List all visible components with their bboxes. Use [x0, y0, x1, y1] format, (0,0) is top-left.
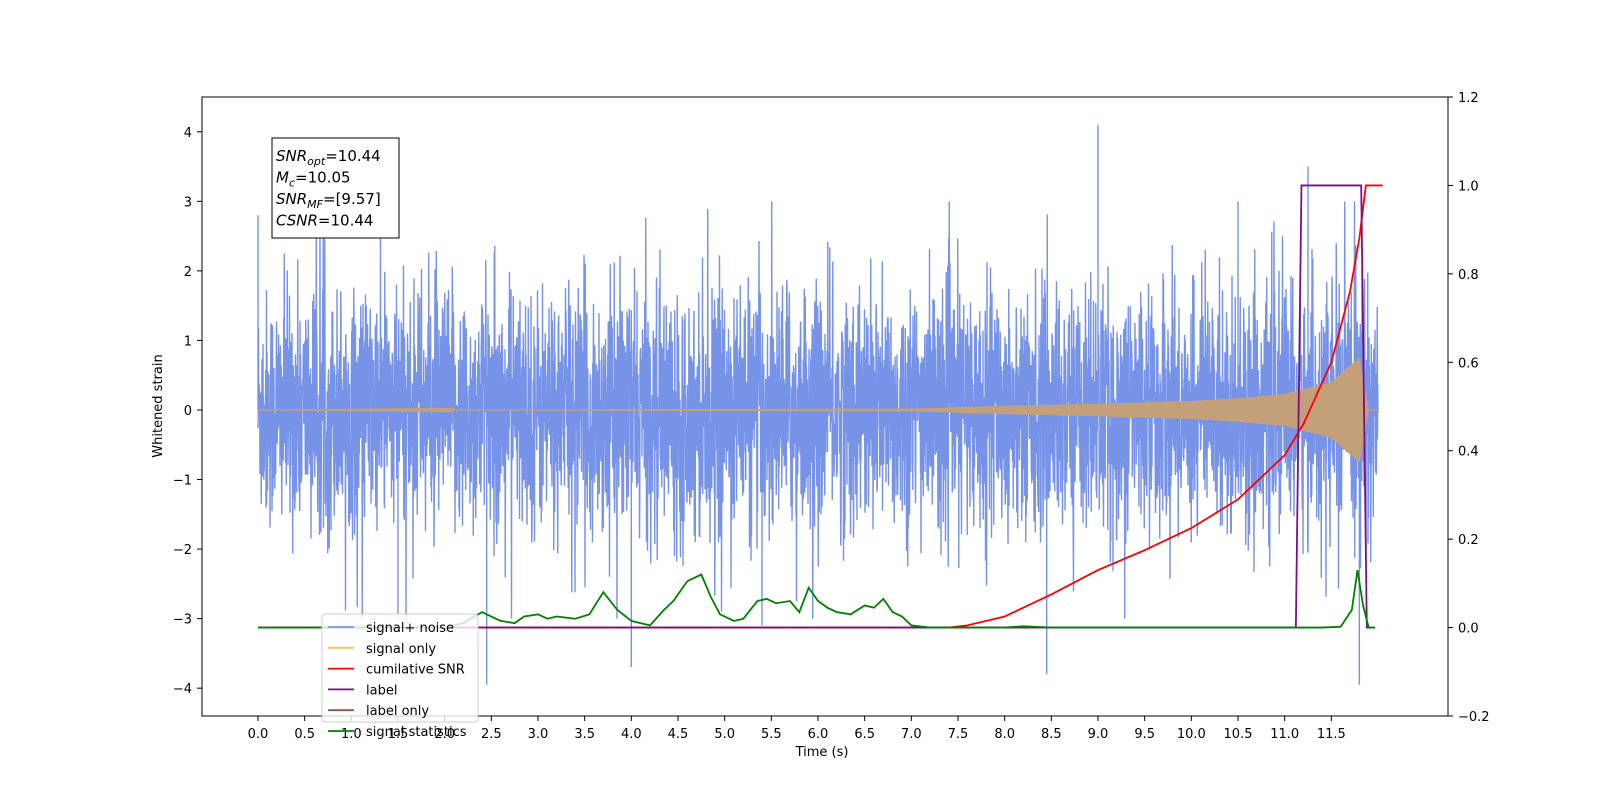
y-tick-label-right: 0.2 — [1458, 533, 1479, 548]
series-line-signal-statistics — [258, 569, 1376, 629]
series-lines — [258, 184, 1383, 629]
x-tick-label: 2.5 — [481, 727, 502, 742]
annotation-line: SNRopt=10.44 — [276, 147, 381, 168]
x-axis-label: Time (s) — [795, 745, 849, 760]
legend-label: label only — [366, 704, 429, 719]
legend: signal+ noise signal only cumilative SNR la… — [321, 613, 479, 740]
x-tick-label: 1.0 — [341, 727, 362, 742]
y-tick-label-right: 0.8 — [1458, 268, 1479, 283]
legend-label: signal+ noise — [366, 621, 454, 636]
x-tick-label: 0.5 — [294, 727, 315, 742]
annotation-line: CSNR=10.44 — [276, 212, 373, 230]
series-line-signal-only — [258, 358, 1378, 463]
x-tick-label: 0.0 — [248, 727, 269, 742]
x-tick-label: 4.0 — [621, 727, 642, 742]
annotation-box — [271, 137, 400, 239]
x-tick-label: 6.0 — [808, 727, 829, 742]
legend-box — [321, 613, 479, 723]
y-tick-label-left: 0 — [184, 404, 192, 419]
y-tick-label-right: 0.0 — [1458, 622, 1479, 637]
annotation-line: SNRMF=[9.57] — [276, 190, 381, 211]
x-tick-label: 3.0 — [528, 727, 549, 742]
y-tick-label-right: 1.2 — [1458, 91, 1479, 106]
y-tick-label-left: 4 — [184, 126, 192, 141]
x-tick-label: 10.0 — [1177, 727, 1206, 742]
x-tick-label: 9.5 — [1134, 727, 1155, 742]
y-tick-label-left: −2 — [173, 543, 192, 558]
axes: 0.0 0.5 1.0 1.5 2.0 2.5 3.0 3.5 4.0 4.5 5.0 5.5 6.0 6… — [173, 91, 1490, 742]
series-line-signal-noise — [257, 124, 1379, 685]
plot-frame — [201, 96, 1449, 717]
y-axis-label-left: Whitened strain — [151, 354, 166, 457]
x-tick-label: 6.5 — [854, 727, 875, 742]
x-tick-label: 3.5 — [574, 727, 595, 742]
x-tick-label: 7.5 — [948, 727, 969, 742]
x-tick-label: 1.5 — [388, 727, 409, 742]
y-tick-label-right: 0.6 — [1458, 356, 1479, 371]
x-tick-label: 8.0 — [994, 727, 1015, 742]
x-tick-label: 11.0 — [1270, 727, 1299, 742]
y-tick-label-right: 1.0 — [1458, 179, 1479, 194]
y-tick-label-left: −1 — [173, 474, 192, 489]
x-tick-label: 9.0 — [1088, 727, 1109, 742]
legend-label: signal only — [366, 642, 436, 657]
x-tick-label: 8.5 — [1041, 727, 1062, 742]
x-tick-label: 11.5 — [1317, 727, 1346, 742]
x-tick-label: 5.0 — [714, 727, 735, 742]
y-tick-label-right: 0.4 — [1458, 445, 1479, 460]
x-tick-label: 5.5 — [761, 727, 782, 742]
stats-annotation: SNRopt=10.44Mc=10.05SNRMF=[9.57]CSNR=10.… — [271, 137, 400, 239]
y-tick-label-right: −0.2 — [1458, 710, 1490, 725]
legend-label: signal statistics — [366, 725, 467, 740]
x-tick-label: 2.0 — [434, 727, 455, 742]
legend-label: cumilative SNR — [366, 663, 465, 678]
y-tick-label-left: 1 — [184, 334, 192, 349]
series-signal-only — [258, 358, 1378, 463]
y-tick-label-left: −4 — [173, 682, 192, 697]
y-tick-label-left: −3 — [173, 613, 192, 628]
series-signal-noise — [257, 124, 1379, 685]
legend-label: label — [366, 683, 397, 698]
x-tick-label: 4.5 — [668, 727, 689, 742]
y-tick-label-left: 3 — [184, 195, 192, 210]
y-tick-label-left: 2 — [184, 265, 192, 280]
x-tick-label: 10.5 — [1224, 727, 1253, 742]
annotation-line: Mc=10.05 — [276, 169, 351, 190]
x-tick-label: 7.0 — [901, 727, 922, 742]
